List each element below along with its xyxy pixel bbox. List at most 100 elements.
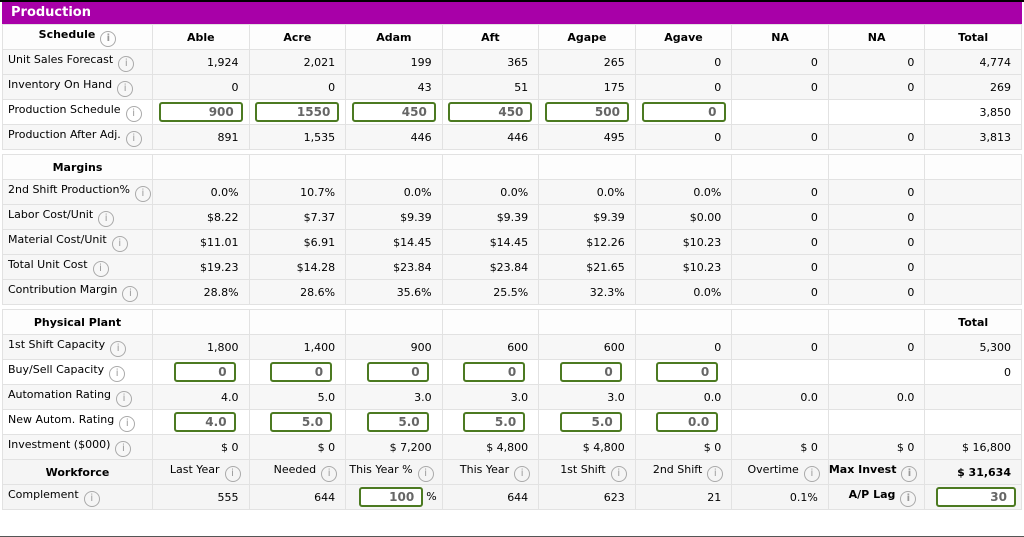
- info-icon[interactable]: i: [224, 465, 241, 482]
- cell: [634, 99, 733, 125]
- row-contribution-margin: Contribution Margin i 28.8% 28.6% 35.6% 2…: [2, 279, 1022, 305]
- cell: [248, 359, 347, 385]
- new-autom-input-able[interactable]: [173, 412, 236, 432]
- cell: 0.0%: [152, 179, 250, 205]
- info-icon[interactable]: i: [803, 465, 820, 482]
- empty-cell: [731, 409, 829, 435]
- buy-sell-input-able[interactable]: [173, 362, 236, 382]
- cell: $ 7,200: [345, 434, 443, 460]
- new-autom-input-aft[interactable]: [463, 412, 526, 432]
- row-label: 2nd Shift Production%: [8, 182, 130, 196]
- cell: 0.0: [634, 384, 733, 410]
- buy-sell-input-aft[interactable]: [463, 362, 526, 382]
- complement-percent-input[interactable]: [359, 487, 424, 507]
- workforce-col-needed: Needed i: [248, 459, 347, 485]
- cell: 4,774: [924, 49, 1022, 75]
- col-label: This Year %: [349, 462, 413, 476]
- cell: 0: [827, 179, 926, 205]
- cell: 35.6%: [345, 279, 443, 305]
- cell: $ 4,800: [441, 434, 540, 460]
- cell: 1,800: [152, 334, 250, 360]
- buy-sell-input-agape[interactable]: [559, 362, 622, 382]
- empty-cell: [248, 309, 347, 335]
- production-schedule-input-agape[interactable]: [544, 102, 629, 122]
- info-icon[interactable]: i: [901, 465, 918, 482]
- row-1st-shift-capacity: 1st Shift Capacity i 1,800 1,400 900 600 …: [2, 334, 1022, 360]
- cell: 0: [827, 74, 926, 100]
- info-icon[interactable]: i: [610, 465, 627, 482]
- workforce-col-max-invest: Max Invest i: [827, 459, 926, 485]
- info-icon[interactable]: i: [417, 465, 434, 482]
- info-icon[interactable]: i: [100, 30, 117, 47]
- ap-lag-input[interactable]: [936, 487, 1016, 507]
- info-icon[interactable]: i: [900, 490, 917, 507]
- cell: 28.6%: [248, 279, 347, 305]
- buy-sell-input-adam[interactable]: [366, 362, 429, 382]
- cell: 3,813: [924, 124, 1022, 150]
- new-autom-input-agape[interactable]: [559, 412, 622, 432]
- info-icon[interactable]: i: [321, 465, 338, 482]
- info-icon[interactable]: i: [125, 130, 142, 147]
- cell: [441, 99, 540, 125]
- info-icon[interactable]: i: [111, 235, 128, 252]
- info-icon[interactable]: i: [707, 465, 724, 482]
- workforce-col-last-year: Last Year i: [152, 459, 250, 485]
- info-icon[interactable]: i: [117, 80, 134, 97]
- production-schedule-input-agave[interactable]: [641, 102, 726, 122]
- info-icon[interactable]: i: [98, 210, 115, 227]
- info-icon[interactable]: i: [119, 415, 136, 432]
- cell: 0: [731, 74, 829, 100]
- cell: $ 4,800: [538, 434, 636, 460]
- cell: 0.0: [827, 384, 926, 410]
- empty-cell: [924, 154, 1022, 180]
- info-icon[interactable]: i: [83, 490, 100, 507]
- column-header-adam: Adam: [345, 24, 443, 50]
- new-autom-input-agave[interactable]: [656, 412, 719, 432]
- row-label-cell: Complement i: [2, 484, 153, 510]
- new-autom-input-acre[interactable]: [270, 412, 333, 432]
- row-label-cell: Total Unit Cost i: [2, 254, 153, 280]
- info-icon[interactable]: i: [118, 55, 135, 72]
- cell: [152, 99, 250, 125]
- col-label: Max Invest: [828, 462, 897, 476]
- production-schedule-input-acre[interactable]: [255, 102, 340, 122]
- production-schedule-input-able[interactable]: [158, 102, 243, 122]
- row-inventory-on-hand: Inventory On Hand i 0 0 43 51 175 0 0 0 2…: [2, 74, 1022, 100]
- buy-sell-input-acre[interactable]: [270, 362, 333, 382]
- cell: 0: [731, 279, 829, 305]
- row-label-cell: Investment ($000) i: [2, 434, 153, 460]
- physical-plant-table: Physical Plant Total 1st Shift Capacity i…: [2, 309, 1022, 510]
- column-header-na2: NA: [827, 24, 926, 50]
- info-icon[interactable]: i: [134, 185, 151, 202]
- schedule-header-row: Schedule i Able Acre Adam Aft Agape Agave…: [2, 24, 1022, 50]
- cell: 5,300: [924, 334, 1022, 360]
- cell: 28.8%: [152, 279, 250, 305]
- row-label: Unit Sales Forecast: [8, 52, 114, 66]
- row-label-cell: 2nd Shift Production% i: [2, 179, 153, 205]
- row-label-cell: Material Cost/Unit i: [2, 229, 153, 255]
- cell: 446: [345, 124, 443, 150]
- info-icon[interactable]: i: [514, 465, 531, 482]
- production-schedule-input-aft[interactable]: [448, 102, 533, 122]
- info-icon[interactable]: i: [125, 105, 142, 122]
- info-icon[interactable]: i: [122, 285, 139, 302]
- production-schedule-input-adam[interactable]: [351, 102, 436, 122]
- new-autom-input-adam[interactable]: [366, 412, 429, 432]
- info-icon[interactable]: i: [109, 365, 126, 382]
- cell: %: [345, 484, 443, 510]
- cell: [538, 99, 636, 125]
- cell: 199: [345, 49, 443, 75]
- column-header-agave: Agave: [634, 24, 733, 50]
- empty-cell: [731, 99, 829, 125]
- cell: 0: [634, 74, 733, 100]
- tables-wrap: Schedule i Able Acre Adam Aft Agape Agave…: [2, 24, 1022, 510]
- info-icon[interactable]: i: [115, 440, 132, 457]
- buy-sell-input-agave[interactable]: [656, 362, 719, 382]
- info-icon[interactable]: i: [116, 390, 133, 407]
- cell: 0: [634, 334, 733, 360]
- row-label: Production After Adj.: [8, 127, 121, 141]
- info-icon[interactable]: i: [92, 260, 109, 277]
- workforce-col-this-year-pct: This Year % i: [345, 459, 443, 485]
- info-icon[interactable]: i: [110, 340, 127, 357]
- cell: $7.37: [248, 204, 347, 230]
